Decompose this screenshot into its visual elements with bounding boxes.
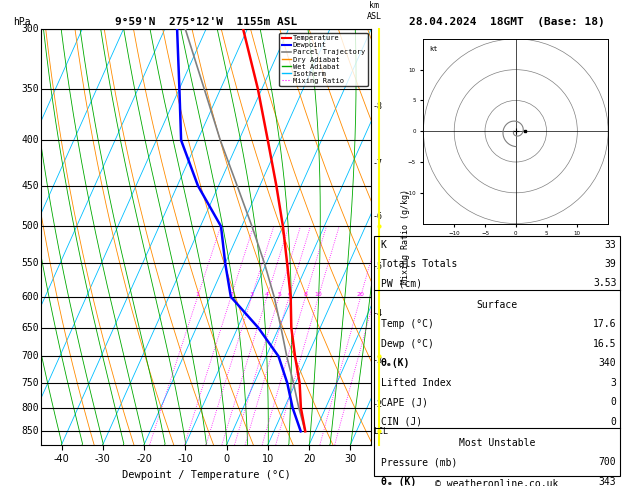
Text: km
ASL: km ASL	[367, 1, 382, 21]
Text: 600: 600	[21, 292, 39, 302]
Text: Most Unstable: Most Unstable	[459, 438, 535, 448]
X-axis label: Dewpoint / Temperature (°C): Dewpoint / Temperature (°C)	[121, 470, 291, 480]
Text: -7: -7	[373, 159, 383, 168]
Text: LCL: LCL	[373, 427, 387, 436]
Text: Dewp (°C): Dewp (°C)	[381, 339, 433, 349]
Text: 400: 400	[21, 135, 39, 145]
Text: K: K	[381, 240, 386, 250]
Text: 39: 39	[604, 259, 616, 269]
Text: -8: -8	[373, 103, 383, 111]
Text: 350: 350	[21, 84, 39, 94]
Text: 700: 700	[599, 457, 616, 468]
Text: hPa: hPa	[13, 17, 30, 27]
Text: 750: 750	[21, 378, 39, 388]
Text: -3: -3	[373, 356, 383, 364]
Text: 16.5: 16.5	[593, 339, 616, 349]
Text: 340: 340	[599, 358, 616, 368]
Text: 343: 343	[599, 477, 616, 486]
Text: 10: 10	[314, 292, 322, 297]
Text: 28.04.2024  18GMT  (Base: 18): 28.04.2024 18GMT (Base: 18)	[409, 17, 604, 27]
Text: Surface: Surface	[476, 300, 518, 310]
Text: 3: 3	[250, 292, 253, 297]
Text: Pressure (mb): Pressure (mb)	[381, 457, 457, 468]
Text: 1: 1	[196, 292, 199, 297]
Text: 17.6: 17.6	[593, 319, 616, 330]
Text: 850: 850	[21, 426, 39, 436]
Text: -5: -5	[373, 261, 383, 271]
Text: 20: 20	[357, 292, 365, 297]
Text: θₑ (K): θₑ (K)	[381, 477, 416, 486]
Text: 700: 700	[21, 351, 39, 361]
Text: 0: 0	[611, 417, 616, 427]
Text: θₑ(K): θₑ(K)	[381, 358, 410, 368]
Text: 3: 3	[611, 378, 616, 388]
Text: Temp (°C): Temp (°C)	[381, 319, 433, 330]
Text: 300: 300	[21, 24, 39, 34]
Legend: Temperature, Dewpoint, Parcel Trajectory, Dry Adiabat, Wet Adiabat, Isotherm, Mi: Temperature, Dewpoint, Parcel Trajectory…	[279, 33, 367, 87]
Text: 6: 6	[287, 292, 291, 297]
Text: CIN (J): CIN (J)	[381, 417, 421, 427]
Text: Lifted Index: Lifted Index	[381, 378, 451, 388]
Text: 5: 5	[277, 292, 281, 297]
Text: -2: -2	[373, 400, 383, 409]
Text: 650: 650	[21, 323, 39, 333]
Text: Mixing Ratio (g/kg): Mixing Ratio (g/kg)	[401, 190, 410, 284]
Text: 800: 800	[21, 403, 39, 413]
Text: 8: 8	[304, 292, 308, 297]
Text: 550: 550	[21, 258, 39, 268]
Text: 0: 0	[611, 397, 616, 407]
Text: kt: kt	[429, 46, 438, 52]
Text: 25: 25	[371, 292, 379, 297]
Text: © weatheronline.co.uk: © weatheronline.co.uk	[435, 479, 559, 486]
Text: 500: 500	[21, 222, 39, 231]
Text: CAPE (J): CAPE (J)	[381, 397, 428, 407]
Text: -6: -6	[373, 212, 383, 221]
Title: 9°59'N  275°12'W  1155m ASL: 9°59'N 275°12'W 1155m ASL	[115, 17, 297, 27]
Text: 33: 33	[604, 240, 616, 250]
Text: 450: 450	[21, 181, 39, 191]
Text: PW (cm): PW (cm)	[381, 278, 421, 289]
Text: 3.53: 3.53	[593, 278, 616, 289]
Text: 4: 4	[265, 292, 269, 297]
Text: Totals Totals: Totals Totals	[381, 259, 457, 269]
Text: 2: 2	[229, 292, 233, 297]
Text: -4: -4	[373, 309, 383, 318]
